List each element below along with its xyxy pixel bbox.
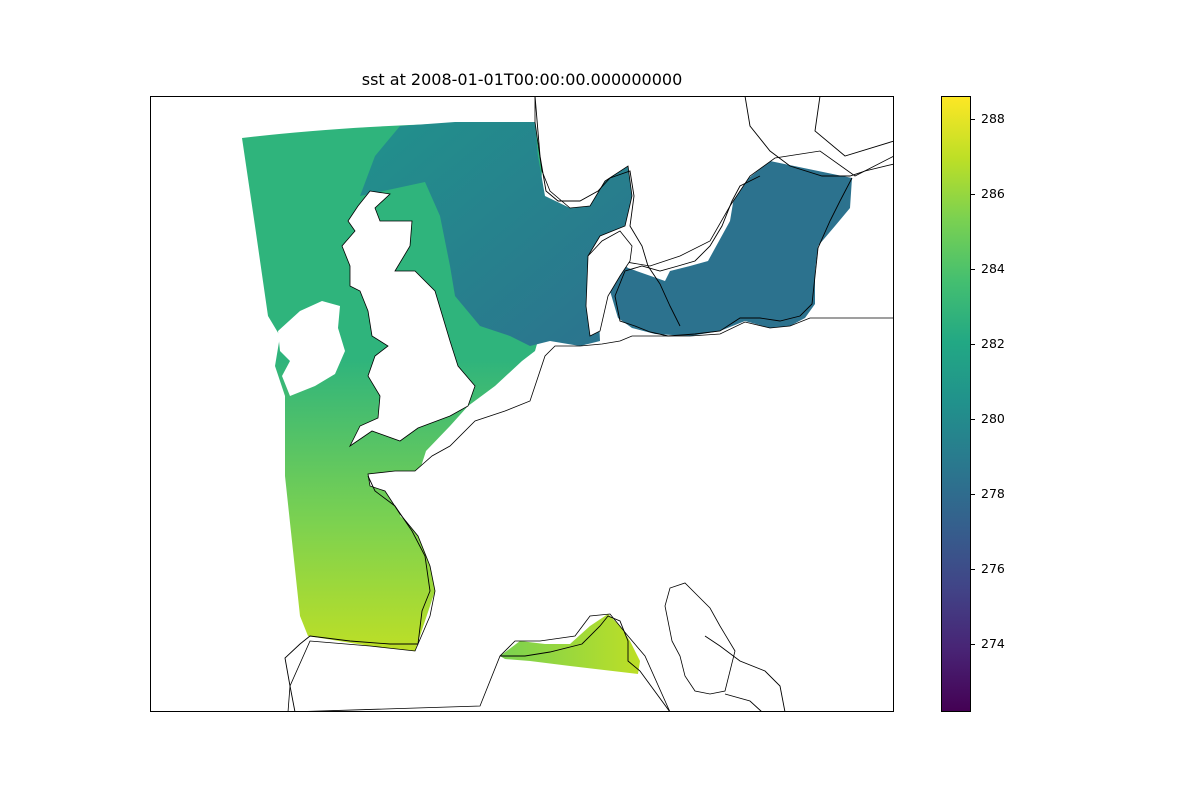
coastline-sicily — [724, 693, 763, 712]
land-corsica-sardinia — [664, 582, 736, 695]
colorbar-tick-label: 274 — [981, 636, 1005, 652]
colorbar-tick-label: 280 — [981, 411, 1005, 427]
coastline-sweden-north — [744, 96, 894, 177]
sst-mediterranean-region — [500, 614, 640, 674]
colorbar-tick-label: 286 — [981, 185, 1005, 201]
colorbar-tick-mark — [971, 268, 975, 270]
coastline-baltic-east — [614, 175, 853, 337]
colorbar-tick-mark — [971, 569, 975, 571]
land-ireland — [278, 301, 345, 396]
colorbar-tick-mark — [971, 644, 975, 646]
colorbar-tick-label: 284 — [981, 260, 1005, 276]
colorbar-tick-mark — [971, 343, 975, 345]
coastline-france-west — [284, 475, 431, 712]
coastline-finland — [814, 96, 894, 157]
colorbar-tick-label: 276 — [981, 561, 1005, 577]
land-denmark — [585, 230, 633, 337]
land-great-britain — [341, 190, 476, 448]
colorbar-tick-mark — [971, 494, 975, 496]
sst-map — [242, 96, 894, 712]
colorbar-ticks: 274 276 278 280 282 284 286 288 — [971, 96, 1051, 712]
map-area — [150, 96, 894, 712]
plot-title: sst at 2008-01-01T00:00:00.000000000 — [361, 70, 683, 89]
land-continent — [287, 317, 894, 712]
colorbar-tick-mark — [971, 419, 975, 421]
colorbar — [941, 96, 971, 712]
colorbar-tick-label: 288 — [981, 110, 1005, 126]
coastline-norway — [534, 96, 681, 327]
sst-north-sea-region — [360, 122, 632, 346]
coastline-italy — [704, 635, 786, 712]
sst-baltic-region — [610, 161, 852, 336]
coastline-med-france — [500, 615, 671, 712]
colorbar-tick-label: 278 — [981, 486, 1005, 502]
colorbar-tick-mark — [971, 118, 975, 120]
colorbar-tick-mark — [971, 193, 975, 195]
colorbar-tick-label: 282 — [981, 335, 1005, 351]
